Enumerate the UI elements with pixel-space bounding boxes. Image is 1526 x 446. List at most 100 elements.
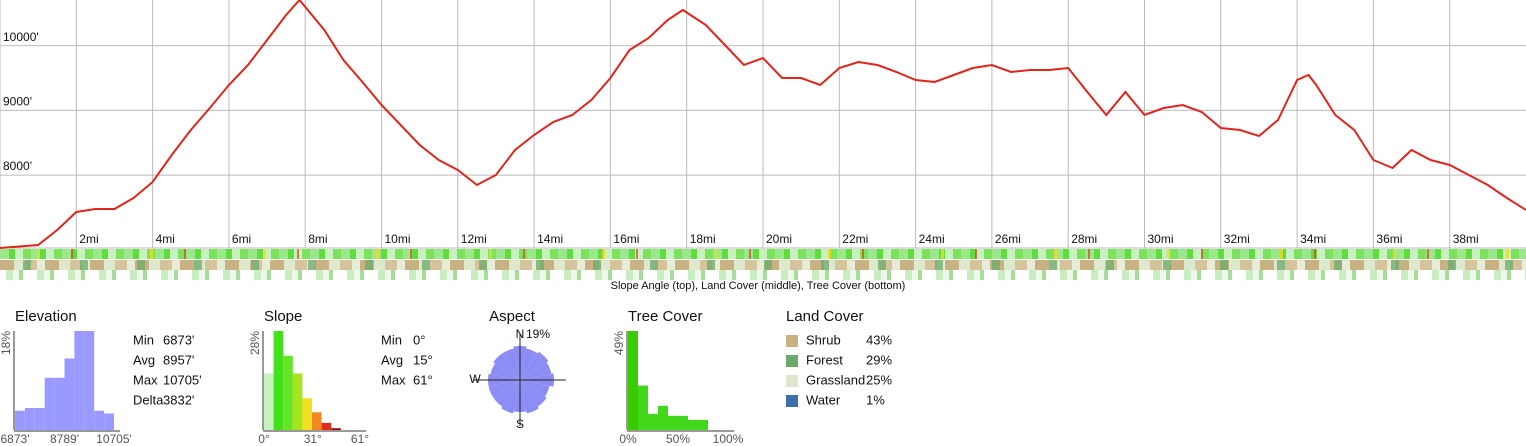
bar <box>24 408 35 430</box>
bar <box>628 331 638 430</box>
stat-value: 8957' <box>163 352 194 367</box>
y-tick-label: 9000' <box>3 95 32 109</box>
x-tick-label: 24mi <box>919 232 945 246</box>
y-tick-label: 28% <box>248 331 262 355</box>
bar <box>668 415 678 430</box>
x-tick-label: 31° <box>304 432 322 446</box>
bar <box>648 413 658 430</box>
x-tick-label: 22mi <box>842 232 868 246</box>
panel-title: Tree Cover <box>628 308 702 325</box>
bar <box>283 355 293 430</box>
x-tick-label: 12mi <box>461 232 487 246</box>
aspect-wedge <box>493 380 520 407</box>
y-tick-label: 49% <box>612 331 626 355</box>
bar <box>688 419 698 430</box>
bar <box>74 331 85 430</box>
bar <box>84 331 95 430</box>
legend-swatch <box>786 395 798 407</box>
x-tick-label: 100% <box>713 432 744 446</box>
legend-swatch <box>786 335 798 347</box>
x-tick-label: 34mi <box>1300 232 1326 246</box>
stat-value: 10705' <box>163 372 202 387</box>
stat-label: Max <box>381 372 406 387</box>
legend-label: Shrub <box>806 332 841 347</box>
direction-label: N <box>516 327 525 341</box>
x-tick-label: 0% <box>619 432 637 446</box>
x-tick-label: 32mi <box>1224 232 1250 246</box>
x-tick-label: 6mi <box>232 232 251 246</box>
strip-caption: Slope Angle (top), Land Cover (middle), … <box>611 280 906 292</box>
x-tick-label: 16mi <box>613 232 639 246</box>
aspect-wedge <box>502 348 520 380</box>
stat-label: Avg <box>381 352 403 367</box>
aspect-wedge <box>520 380 547 407</box>
aspect-wedge <box>501 380 520 414</box>
x-tick-label: 38mi <box>1453 232 1479 246</box>
aspect-wedge <box>488 380 520 398</box>
x-tick-label: 8mi <box>308 232 327 246</box>
y-tick-label: 10000' <box>3 30 39 44</box>
aspect-wedge <box>490 363 520 380</box>
panel-title: Slope <box>264 308 302 325</box>
bar <box>44 377 55 430</box>
bar <box>331 428 341 430</box>
y-tick-label: 18% <box>0 331 13 355</box>
bar <box>273 331 284 430</box>
aspect-wedge <box>520 348 538 380</box>
x-tick-label: 28mi <box>1071 232 1097 246</box>
legend-value: 25% <box>866 372 892 387</box>
panel-title: Land Cover <box>786 308 864 325</box>
bar <box>264 373 274 430</box>
bar <box>104 413 114 430</box>
bar <box>64 358 75 430</box>
x-tick-label: 26mi <box>995 232 1021 246</box>
stat-label: Min <box>133 332 154 347</box>
x-tick-label: 8789' <box>50 432 79 446</box>
bar <box>678 415 688 430</box>
direction-label: W <box>469 372 481 386</box>
bar <box>658 405 668 430</box>
aspect-wedge <box>520 380 539 414</box>
aspect-wedge <box>520 380 550 397</box>
bar <box>638 385 648 430</box>
x-tick-label: 50% <box>666 432 690 446</box>
stat-value: 3832' <box>163 392 194 407</box>
legend-swatch <box>786 355 798 367</box>
x-tick-label: 18mi <box>690 232 716 246</box>
aspect-wedge <box>493 353 520 380</box>
legend-swatch <box>786 375 798 387</box>
x-tick-label: 20mi <box>766 232 792 246</box>
y-tick-label: 8000' <box>3 159 32 173</box>
bar <box>54 377 65 430</box>
bar <box>34 408 45 430</box>
x-tick-label: 10mi <box>385 232 411 246</box>
direction-label: S <box>516 417 524 431</box>
legend-value: 29% <box>866 352 892 367</box>
stat-value: 15° <box>413 352 433 367</box>
elevation-line <box>0 0 1526 249</box>
x-tick-label: 0° <box>258 432 270 446</box>
panel-title: Aspect <box>489 308 536 325</box>
x-tick-label: 4mi <box>156 232 175 246</box>
stat-value: 0° <box>413 332 425 347</box>
aspect-wedge <box>520 351 549 380</box>
land-cover-strip <box>0 260 1526 270</box>
x-tick-label: 14mi <box>537 232 563 246</box>
x-tick-label: 6873' <box>1 432 30 446</box>
x-tick-label: 36mi <box>1376 232 1402 246</box>
stat-label: Max <box>133 372 158 387</box>
bar <box>302 398 312 430</box>
tree-cover-strip <box>0 270 1526 280</box>
r-tick-label: 19% <box>526 327 550 341</box>
bar <box>312 412 322 430</box>
legend-value: 43% <box>866 332 892 347</box>
panel-title: Elevation <box>15 308 77 325</box>
bar <box>321 422 332 430</box>
stat-value: 6873' <box>163 332 194 347</box>
x-tick-label: 2mi <box>79 232 98 246</box>
legend-label: Grassland <box>806 372 865 387</box>
x-tick-label: 10705' <box>96 432 132 446</box>
stat-value: 61° <box>413 372 433 387</box>
bar <box>94 410 105 430</box>
